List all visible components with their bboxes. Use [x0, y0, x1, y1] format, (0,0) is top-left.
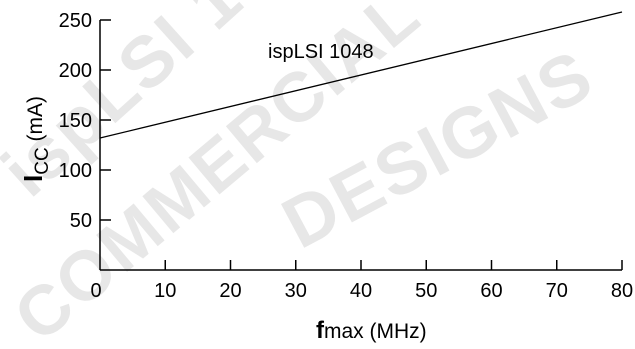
x-tick-label: 0 — [90, 280, 101, 302]
y-tick-label: 100 — [59, 160, 92, 182]
ticks: 0 10 20 30 40 50 60 70 80 50 100 150 200 250 — [59, 10, 634, 302]
y-axis-label-bold: I — [18, 175, 48, 182]
x-tick-label: 60 — [480, 280, 502, 302]
y-axis-label: ICC (mA) — [18, 96, 53, 182]
y-axis-label-sub: CC — [32, 147, 53, 174]
x-axis-label-bold: f — [316, 317, 325, 344]
y-axis-label-rest: (mA) — [24, 96, 47, 147]
y-tick-label: 200 — [59, 60, 92, 82]
series-line — [99, 11, 623, 139]
x-axis-label-rest: max (MHz) — [324, 320, 427, 343]
series-label: ispLSI 1048 — [268, 41, 374, 63]
x-tick-label: 50 — [415, 280, 437, 302]
x-tick-label: 70 — [546, 280, 568, 302]
x-tick-label: 40 — [350, 280, 372, 302]
x-axis-label: fmax (MHz) — [316, 317, 427, 344]
series — [99, 11, 623, 139]
y-tick-label: 250 — [59, 10, 92, 32]
x-tick-label: 80 — [611, 280, 633, 302]
y-tick-label: 50 — [70, 210, 92, 232]
x-tick-label: 20 — [219, 280, 241, 302]
y-tick-label: 150 — [59, 110, 92, 132]
x-tick-label: 30 — [285, 280, 307, 302]
x-tick-label: 10 — [154, 280, 176, 302]
